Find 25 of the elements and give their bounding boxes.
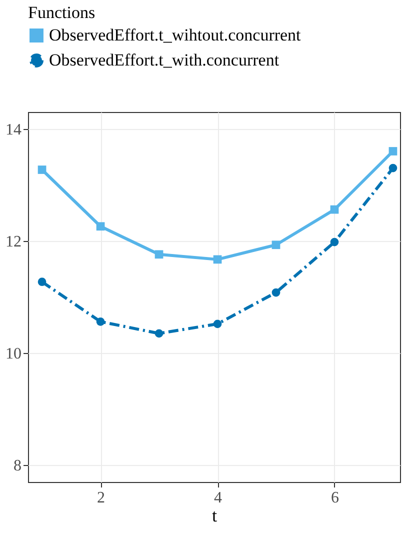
point <box>38 166 46 174</box>
point <box>272 240 280 250</box>
y-tick-label: 8 <box>14 458 22 475</box>
x-tick-label: 6 <box>330 490 339 506</box>
point <box>213 255 222 264</box>
legend-title: Functions <box>28 3 96 22</box>
y-tick-label: 14 <box>6 121 22 138</box>
point <box>388 147 398 156</box>
legend-label: ObservedEffort.t_with.concurrent <box>49 50 280 70</box>
point <box>96 317 105 326</box>
y-tick-label: 12 <box>6 233 22 250</box>
point <box>154 329 164 338</box>
point <box>38 278 46 286</box>
legend-label: ObservedEffort.t_wihtout.concurrent <box>49 26 302 44</box>
point <box>388 164 398 172</box>
y-tick-label: 10 <box>6 346 22 363</box>
point <box>154 250 164 259</box>
point <box>330 238 339 246</box>
point <box>330 205 339 214</box>
point <box>272 288 280 297</box>
x-tick-label: 2 <box>97 490 106 506</box>
point <box>213 320 222 328</box>
point <box>96 222 105 231</box>
x-axis-title: t <box>212 506 218 526</box>
x-tick-label: 4 <box>214 490 222 506</box>
